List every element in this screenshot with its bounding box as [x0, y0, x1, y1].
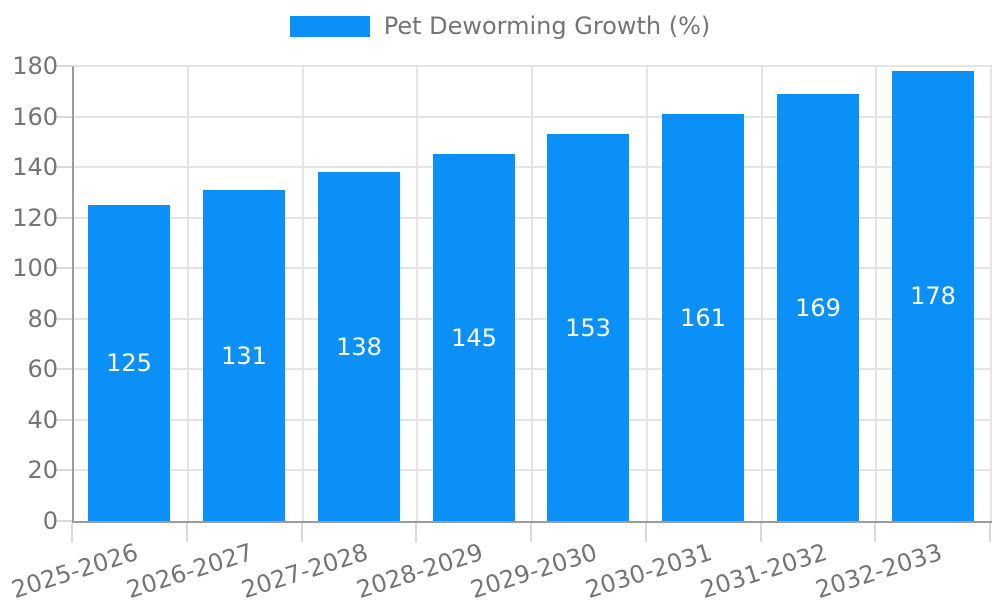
y-gridline: [74, 368, 992, 371]
x-tick-label: 2031-2032: [697, 538, 831, 600]
x-gridline: [645, 66, 648, 521]
bar-value-label: 131: [221, 341, 267, 370]
x-tick-mark: [186, 523, 188, 542]
plot-area: [72, 65, 992, 523]
bar-value-label: 145: [451, 323, 497, 352]
y-tick-mark: [56, 166, 72, 169]
x-tick-label: 2026-2027: [123, 538, 257, 600]
bar-2030-2031[interactable]: 161: [662, 114, 744, 521]
y-tick-mark: [56, 520, 72, 522]
y-tick-label: 80: [27, 304, 58, 333]
y-tick-mark: [56, 317, 72, 320]
bar-value-label: 138: [336, 332, 382, 361]
bar-2028-2029[interactable]: 145: [433, 154, 515, 521]
y-tick-mark: [56, 418, 72, 421]
chart-legend[interactable]: Pet Deworming Growth (%): [0, 12, 1000, 41]
y-gridline: [74, 418, 992, 421]
x-tick-mark: [989, 523, 991, 542]
legend-swatch-icon: [289, 15, 370, 37]
bar-2031-2032[interactable]: 169: [777, 94, 859, 521]
x-gridline: [990, 66, 992, 521]
x-gridline: [301, 66, 304, 521]
legend-label: Pet Deworming Growth (%): [383, 12, 711, 40]
y-gridline: [74, 317, 992, 320]
y-tick-mark: [56, 469, 72, 472]
y-gridline: [74, 216, 992, 219]
bar-value-label: 125: [106, 349, 152, 377]
x-tick-mark: [874, 523, 876, 542]
x-tick-label: 2032-2033: [812, 538, 946, 600]
bar-2032-2033[interactable]: 178: [892, 71, 974, 521]
bar-2026-2027[interactable]: 131: [203, 190, 285, 521]
y-gridline: [74, 115, 992, 118]
x-tick-mark: [530, 523, 532, 542]
y-tick-mark: [56, 368, 72, 371]
y-tick-label: 120: [12, 203, 58, 232]
y-tick-label: 140: [12, 153, 58, 182]
y-tick-mark: [56, 216, 72, 219]
bar-value-label: 178: [910, 282, 956, 310]
y-tick-label: 100: [12, 254, 58, 283]
x-tick-mark: [415, 523, 417, 542]
y-gridline: [74, 267, 992, 270]
y-tick-label: 60: [27, 355, 58, 384]
x-tick-label: 2030-2031: [582, 538, 716, 600]
x-tick-mark: [760, 523, 762, 542]
x-tick-label: 2025-2026: [8, 538, 142, 600]
x-tick-mark: [71, 523, 73, 542]
bar-2027-2028[interactable]: 138: [318, 172, 400, 521]
x-tick-label: 2029-2030: [467, 538, 601, 600]
bar-value-label: 161: [680, 303, 726, 332]
x-gridline: [416, 66, 419, 521]
x-gridline: [186, 66, 189, 521]
x-gridline: [875, 66, 878, 521]
x-tick-label: 2028-2029: [353, 538, 487, 600]
bar-value-label: 169: [795, 293, 841, 322]
bar-value-label: 153: [565, 313, 611, 342]
x-tick-label: 2027-2028: [238, 538, 372, 600]
y-tick-mark: [56, 65, 72, 67]
x-tick-mark: [301, 523, 303, 542]
y-gridline: [74, 469, 992, 472]
x-tick-mark: [645, 523, 647, 542]
bar-2029-2030[interactable]: 153: [547, 134, 629, 521]
y-tick-label: 180: [12, 52, 58, 80]
y-gridline: [74, 65, 992, 67]
y-tick-label: 160: [12, 102, 58, 131]
x-gridline: [760, 66, 763, 521]
y-tick-label: 0: [42, 507, 58, 535]
x-gridline: [531, 66, 533, 521]
bar-2025-2026[interactable]: 125: [88, 205, 170, 521]
y-gridline: [74, 166, 992, 169]
y-tick-mark: [56, 115, 72, 118]
y-tick-label: 20: [27, 456, 58, 485]
y-tick-mark: [56, 267, 72, 270]
y-tick-label: 40: [27, 405, 58, 434]
